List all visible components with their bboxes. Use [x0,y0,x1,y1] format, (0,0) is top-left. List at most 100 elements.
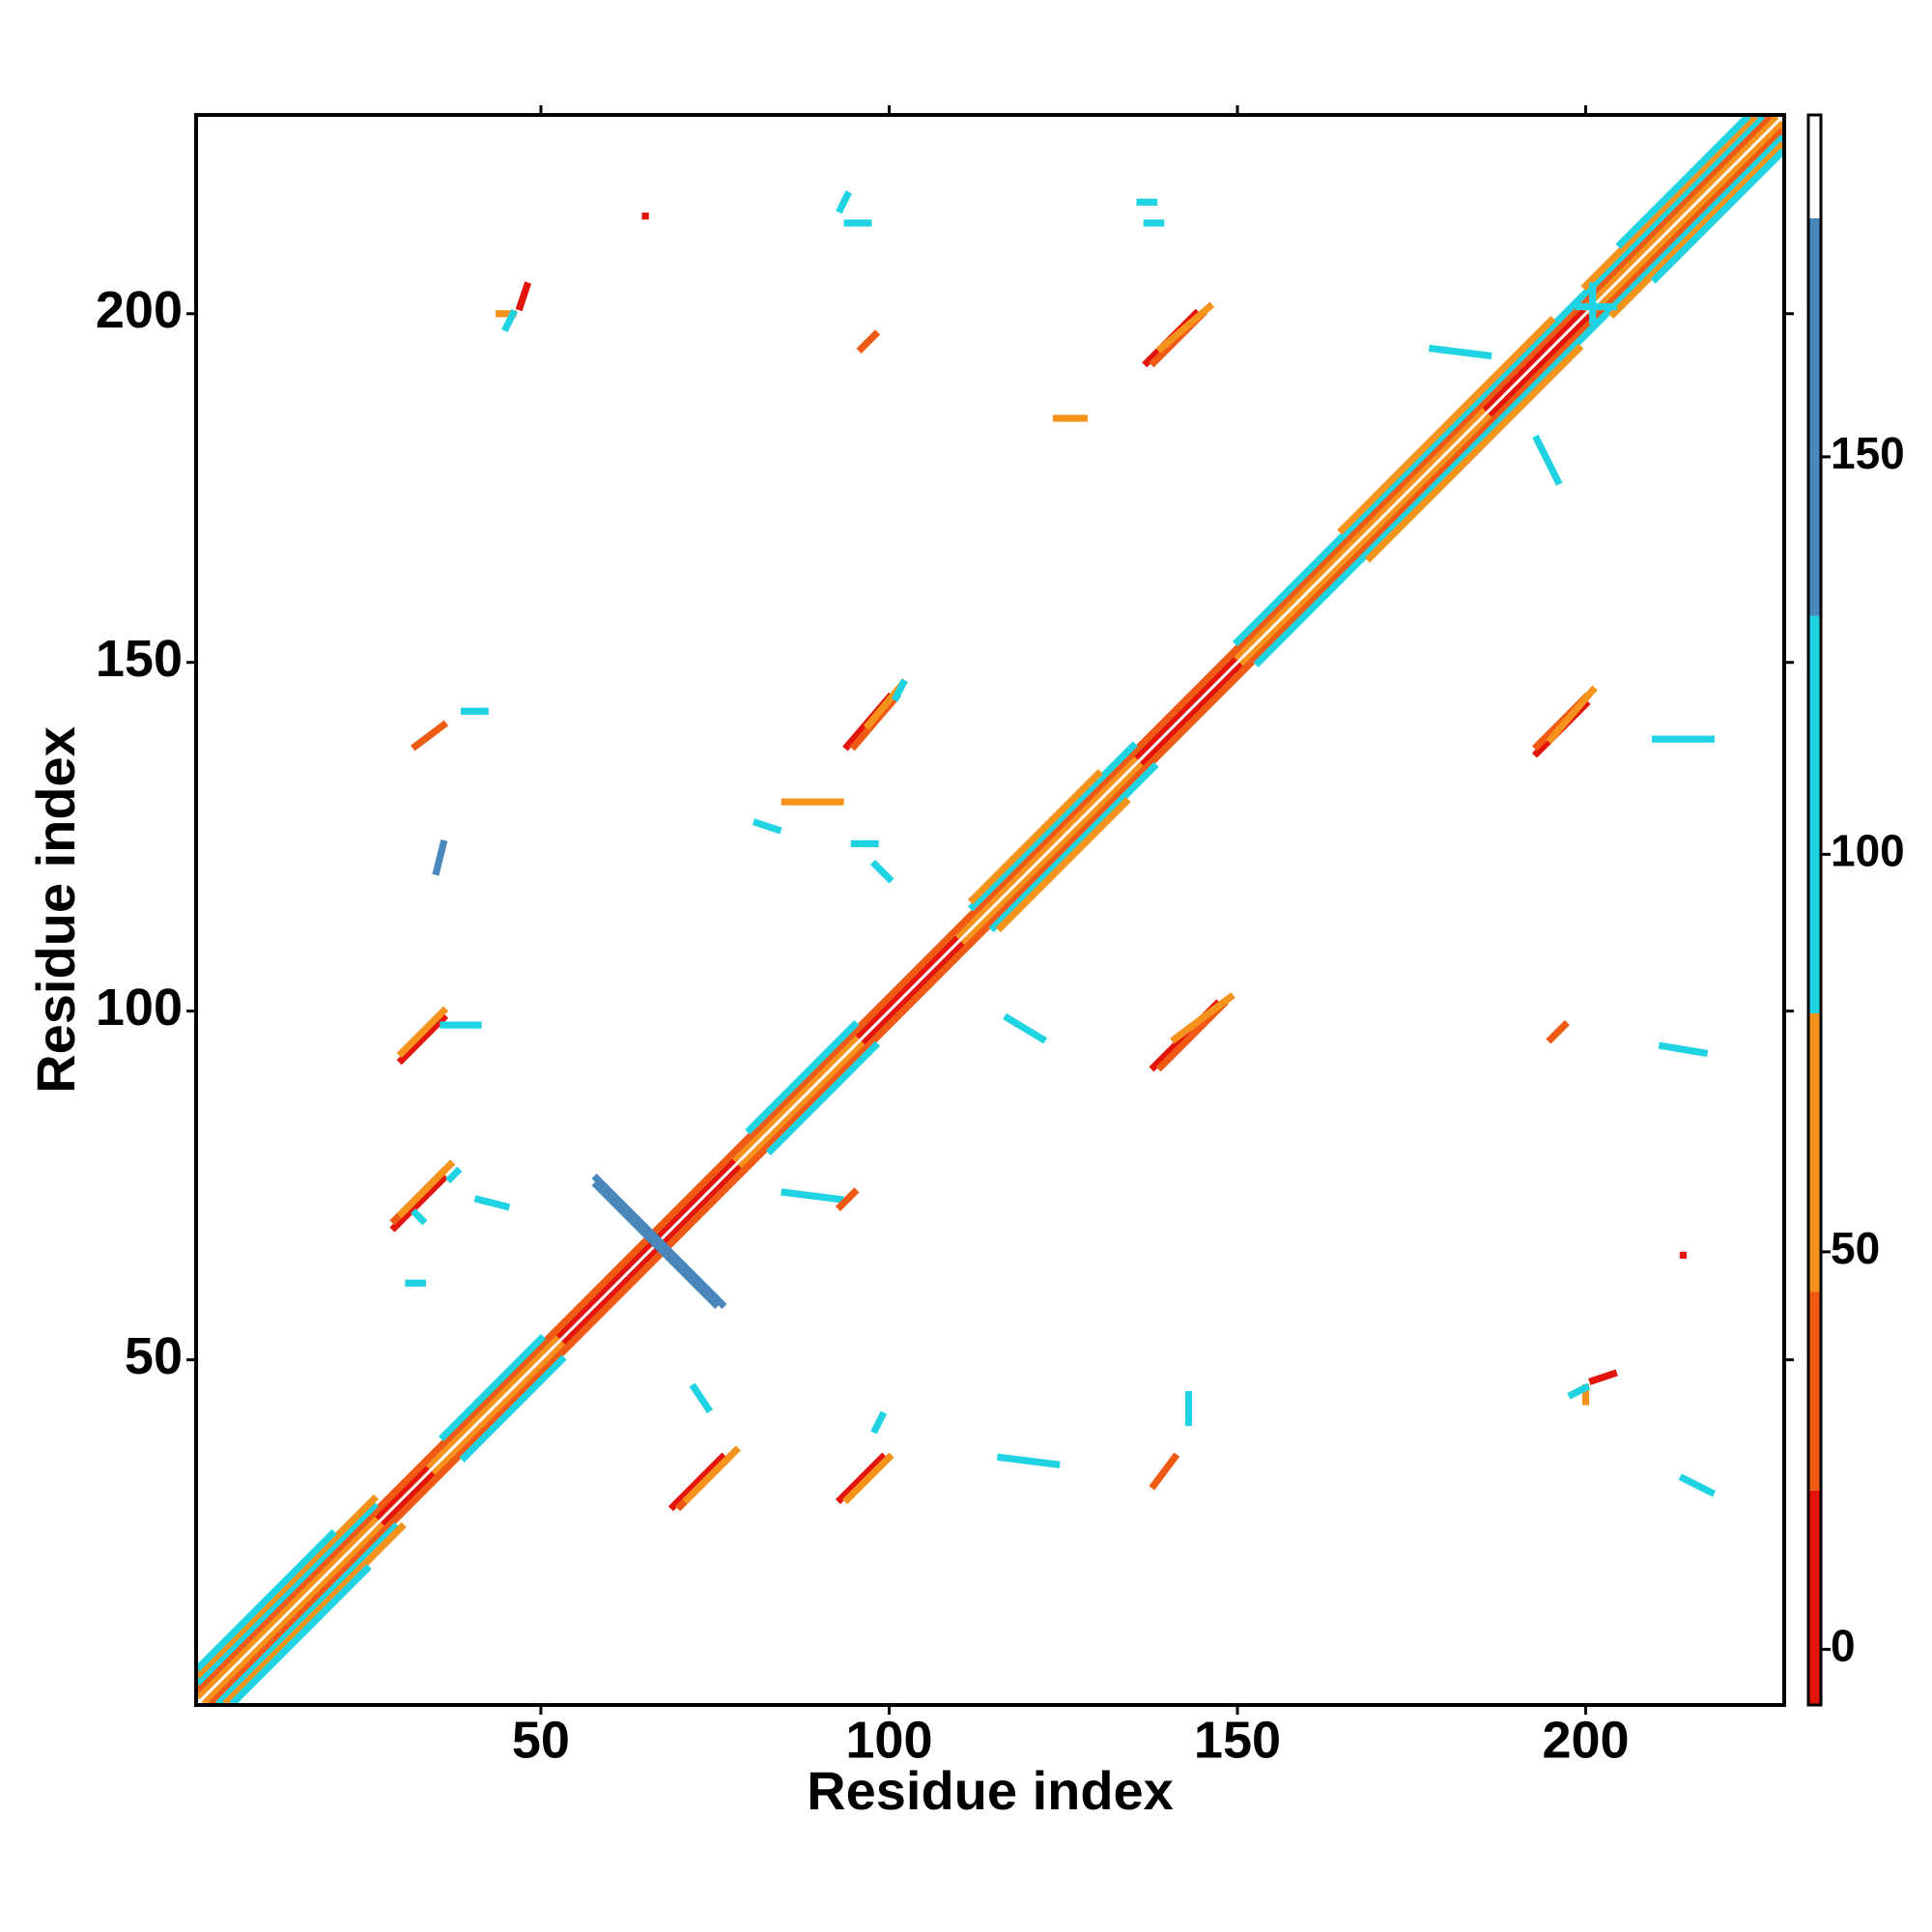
contact-cell [194,1493,379,1679]
contact-cell [1428,344,1492,360]
contact-cell [1476,301,1591,416]
contact-cell [591,1173,727,1309]
contact-cell [953,754,1138,940]
contact-cell [1149,1452,1180,1491]
contact-cell [870,1410,888,1435]
contact-cell [1337,315,1556,535]
contact-cell [445,1166,463,1184]
contact-cell [424,1333,560,1470]
contact-cell [856,936,971,1051]
contact-cell [1587,120,1786,319]
colorbar-segment [1808,615,1821,1013]
contact-cell [411,720,449,752]
contact-cell [835,1452,888,1505]
x-axis-label: Residue index [807,1760,1174,1821]
contact-cell [836,190,853,214]
contact-cell [1580,113,1758,291]
y-tick-label: 50 [125,1327,183,1385]
plot-frame [194,113,1786,1707]
contact-cell [473,1195,511,1211]
colorbar-tick-label: 100 [1831,826,1905,876]
contact-cell [1608,141,1786,319]
contact-cell [194,1515,379,1700]
contact-cell [869,859,895,884]
contact-cell [752,818,782,835]
contact-cell [229,1564,372,1707]
contact-cell [550,1152,741,1345]
contact-cell [591,1180,721,1309]
colorbar-segment [1808,1490,1821,1705]
contact-cell [396,1159,456,1219]
contact-cell [375,1466,441,1533]
contact-cell [194,1529,337,1672]
contact-cell [967,769,1103,905]
contact-cell [835,1187,860,1211]
contact-cell [501,308,518,333]
x-tick-label: 150 [1194,1711,1281,1769]
colorbar-tick-label: 0 [1831,1621,1856,1671]
colorbar-segment [1808,1012,1821,1293]
contact-cell [1650,148,1786,284]
colorbar-frame [1806,113,1823,1707]
contact-cell [1170,992,1236,1044]
contact-cell [891,678,908,702]
colorbar-segment [1808,115,1821,218]
contact-cell [1546,685,1598,745]
contact-cell [1232,406,1487,661]
contact-cell [1364,343,1584,563]
contact-cell [368,1459,435,1525]
contact-cell [842,1452,895,1505]
contact-cell [689,1382,713,1414]
contact-cell [1588,1369,1618,1385]
contact-cell [194,113,1773,1693]
contact-cell [396,1006,449,1059]
contact-cell [389,1173,449,1233]
contact-cell [1483,308,1598,424]
contact-cell [995,797,1131,933]
colorbar-tick-label: 150 [1831,428,1905,478]
cells [194,113,1786,1707]
contact-cell [745,1020,860,1135]
contact-cell [1127,650,1243,765]
contact-cell [988,761,1159,933]
contact-cell [1615,113,1751,249]
contact-cell [730,1034,860,1163]
contact-cell [668,1452,727,1512]
contact-cell [682,1445,741,1505]
contact-cell [1253,134,1786,668]
contact-cell [438,1333,547,1442]
contact-cell [856,329,881,354]
contact-cell [459,1354,567,1463]
y-tick-label: 100 [96,979,183,1037]
contact-cell [1678,1473,1717,1497]
contact-cell [432,839,448,876]
contact-cell [515,281,532,312]
contact-cell [215,1521,400,1707]
y-tick-label: 200 [96,281,183,339]
contact-cell [411,1208,428,1226]
contact-cell [737,1040,867,1170]
colorbar-segment [1808,1292,1821,1491]
y-tick-label: 150 [96,630,183,688]
contact-cell [1580,113,1779,312]
contact-cell [1567,1382,1591,1400]
contact-cell [849,929,964,1044]
contact-cell [967,741,1138,912]
contact-cell [1232,113,1765,647]
colorbar-tick-label: 50 [1831,1223,1880,1273]
contact-cell [996,1453,1061,1468]
contact-cell [1658,1041,1709,1058]
colorbar-segment [1808,217,1821,616]
contact-cell [1532,434,1563,486]
y-axis-label: Residue index [25,726,86,1094]
contact-cell [960,761,1146,947]
contact-cell [765,1040,881,1156]
contact-cell [556,1159,749,1351]
contact-cell [1134,657,1250,773]
contact-cell [1155,999,1229,1072]
contact-cell [1003,1012,1048,1044]
contact-cell [222,1521,407,1707]
contact-cell [194,1501,379,1686]
